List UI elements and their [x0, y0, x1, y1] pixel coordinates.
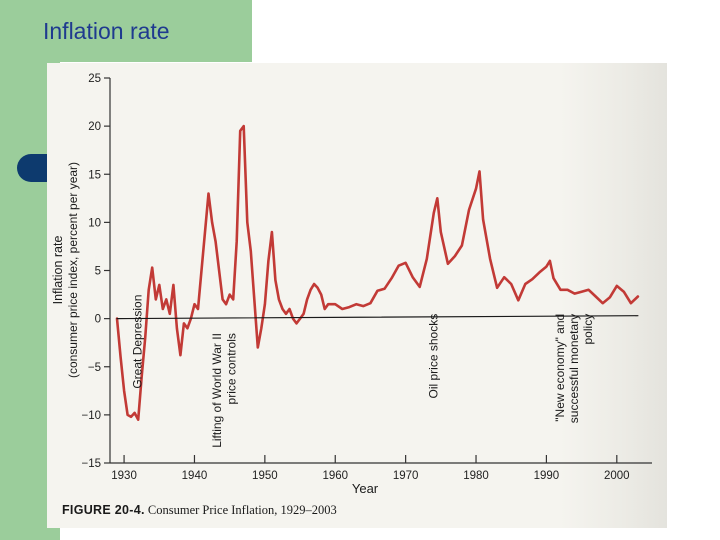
y-tick-label: 5: [95, 266, 101, 278]
y-tick-label: 0: [95, 314, 101, 326]
y-tick-label: 20: [88, 121, 101, 133]
chart-annotation: Great Depression: [131, 295, 145, 389]
chart-annotation: policy: [581, 314, 595, 345]
chart-annotation: Oil price shocks: [426, 314, 440, 399]
figure-caption: FIGURE 20-4. Consumer Price Inflation, 1…: [62, 503, 337, 518]
slide-title: Inflation rate: [43, 18, 170, 44]
x-tick-label: 1970: [393, 470, 419, 482]
chart-annotation: price controls: [224, 333, 238, 404]
y-tick-label: −15: [81, 458, 101, 470]
y-tick-label: 25: [88, 73, 101, 85]
chart-ticks: 25 20 15 10 5 0 −5 −10 −15 1930 1940 1950 1960 1970 19…: [81, 73, 629, 482]
figure-caption-text: Consumer Price Inflation, 1929–2003: [147, 503, 337, 517]
x-tick-label: 1940: [182, 470, 208, 482]
x-tick-label: 1930: [111, 470, 137, 482]
y-tick-label: 15: [88, 169, 101, 181]
x-axis-label: Year: [352, 481, 379, 496]
x-tick-label: 1980: [463, 470, 489, 482]
chart-annotations: Great Depression Lifting of World War II p…: [131, 295, 596, 448]
title-background: [0, 0, 252, 62]
y-axis-label-sub: (consumer price index, percent per year): [66, 162, 80, 378]
x-tick-label: 1950: [252, 470, 278, 482]
inflation-series-line: [115, 124, 640, 422]
figure-label: FIGURE 20-4.: [62, 503, 145, 517]
y-axis-label: Inflation rate: [51, 236, 65, 305]
chart-annotation: Lifting of World War II: [210, 333, 224, 448]
x-tick-label: 2000: [604, 470, 630, 482]
figure-photo-shade: [560, 63, 667, 528]
y-tick-label: 10: [88, 217, 101, 229]
chart-annotation: "New economy" and: [553, 314, 567, 422]
y-tick-label: −5: [88, 362, 101, 374]
chart-series: [115, 124, 640, 422]
y-tick-label: −10: [81, 410, 101, 422]
x-tick-label: 1960: [322, 470, 348, 482]
trend-series-line: [116, 315, 639, 320]
x-tick-label: 1990: [534, 470, 560, 482]
chart-annotation: successful monetary: [567, 314, 581, 423]
